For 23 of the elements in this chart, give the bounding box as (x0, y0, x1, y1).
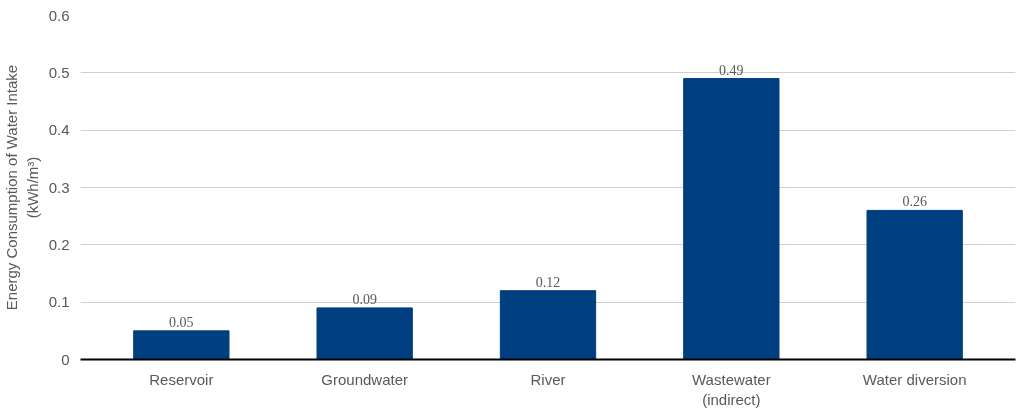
y-tick-label: 0 (61, 350, 70, 368)
y-tick-label: 0.2 (48, 235, 70, 253)
y-axis-title: Energy Consumption of Water Intake (kWh/m³) (3, 64, 41, 311)
y-tick-label: 0.6 (48, 6, 70, 24)
bar (499, 290, 597, 360)
y-tick-label: 0.3 (48, 178, 70, 196)
x-tick-label: Wastewater (indirect) (692, 370, 771, 408)
data-label: 0.05 (169, 314, 194, 330)
bar (683, 78, 780, 360)
data-label: 0.26 (902, 194, 927, 210)
y-tick-label: 0.5 (48, 63, 70, 81)
data-label: 0.49 (719, 62, 744, 78)
x-tick-label: River (530, 370, 566, 388)
bar (316, 307, 413, 360)
x-tick-label: Water diversion (862, 370, 967, 388)
x-tick-label: Reservoir (149, 370, 214, 388)
x-tick-label: Groundwater (321, 370, 409, 388)
bar (866, 209, 963, 360)
y-tick-label: 0.4 (48, 121, 70, 139)
y-tick-label: 0.1 (48, 293, 70, 311)
data-label: 0.09 (352, 291, 377, 307)
bar (133, 330, 230, 360)
data-label: 0.12 (535, 274, 561, 290)
